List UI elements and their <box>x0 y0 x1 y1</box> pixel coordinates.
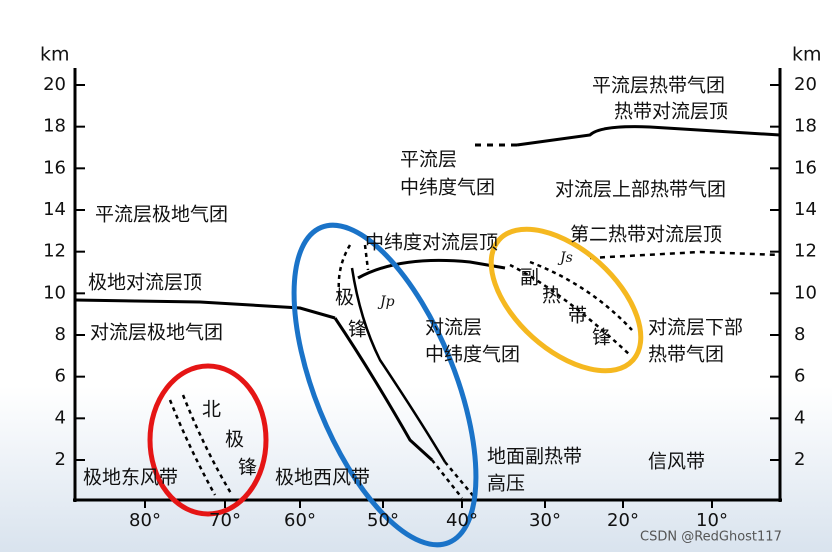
y-tick-label: 18 <box>43 116 66 137</box>
label: 锋 <box>592 327 611 349</box>
label: Jp <box>377 294 395 310</box>
label: 地面副热带 <box>487 446 582 468</box>
label: 极 <box>335 287 354 309</box>
boundaries <box>74 125 781 499</box>
axes <box>73 68 782 502</box>
y-tick-label: 20 <box>43 74 66 95</box>
y-tick-label: 2 <box>55 449 66 470</box>
y-tick-label: 16 <box>43 157 66 178</box>
y-tick-label: 14 <box>794 199 817 220</box>
label: 高压 <box>487 473 525 495</box>
label: 极 <box>225 429 244 451</box>
label: 副 <box>520 267 539 289</box>
x-tick-label: 60° <box>284 510 316 531</box>
label: 热带气团 <box>648 344 724 366</box>
label: 锋 <box>238 457 257 479</box>
y-tick-label: 18 <box>794 116 817 137</box>
polar-front-ellipse <box>291 222 479 548</box>
y-tick-label: 12 <box>43 241 66 262</box>
arctic-front-ellipse <box>147 363 269 517</box>
y-tick-label: 6 <box>794 366 805 387</box>
label: 热带对流层顶 <box>614 101 728 123</box>
y-tick-label: 12 <box>794 241 817 262</box>
y-tick-label: 14 <box>43 199 66 220</box>
label: 平流层极地气团 <box>95 204 228 226</box>
unit-right: km <box>792 44 822 66</box>
label: Js <box>557 250 573 266</box>
x-tick-label: 70° <box>209 510 241 531</box>
x-tick-label: 10° <box>696 510 728 531</box>
y-tick-label: 10 <box>794 282 817 303</box>
y-tick-label: 16 <box>794 157 817 178</box>
label: 平流层 <box>400 149 457 171</box>
y-tick-label: 8 <box>55 324 66 345</box>
y-tick-label: 10 <box>43 282 66 303</box>
label: 对流层极地气团 <box>90 322 223 344</box>
label: 锋 <box>348 319 367 341</box>
label: 第二热带对流层顶 <box>570 224 722 246</box>
x-tick-label: 30° <box>529 510 561 531</box>
x-tick-label: 50° <box>367 510 399 531</box>
label: 平流层热带气团 <box>592 75 725 97</box>
label: 对流层上部热带气团 <box>555 179 726 201</box>
label: 热 <box>542 285 561 307</box>
x-tick-label: 40° <box>446 510 478 531</box>
y-tick-label: 2 <box>794 449 805 470</box>
label: 极地东风带 <box>83 467 178 489</box>
label: 中纬度气团 <box>425 344 520 366</box>
label: 极地对流层顶 <box>88 272 202 294</box>
unit-left: km <box>40 44 70 66</box>
y-tick-label: 4 <box>794 407 805 428</box>
label: 中纬度气团 <box>400 177 495 199</box>
label: 对流层下部 <box>648 317 743 339</box>
y-tick-label: 4 <box>55 407 66 428</box>
subtropical-front-ellipse <box>488 226 644 374</box>
label: 中纬度对流层顶 <box>365 232 498 254</box>
y-tick-label: 8 <box>794 324 805 345</box>
label: 极地西风带 <box>275 467 370 489</box>
y-tick-label: 6 <box>55 366 66 387</box>
label: 信风带 <box>648 451 705 473</box>
x-tick-label: 80° <box>129 510 161 531</box>
x-tick-label: 20° <box>607 510 639 531</box>
label: 带 <box>568 305 587 327</box>
label: 北 <box>202 399 221 421</box>
label: 对流层 <box>425 317 482 339</box>
watermark: CSDN @RedGhost117 <box>640 530 782 545</box>
y-tick-label: 20 <box>794 74 817 95</box>
